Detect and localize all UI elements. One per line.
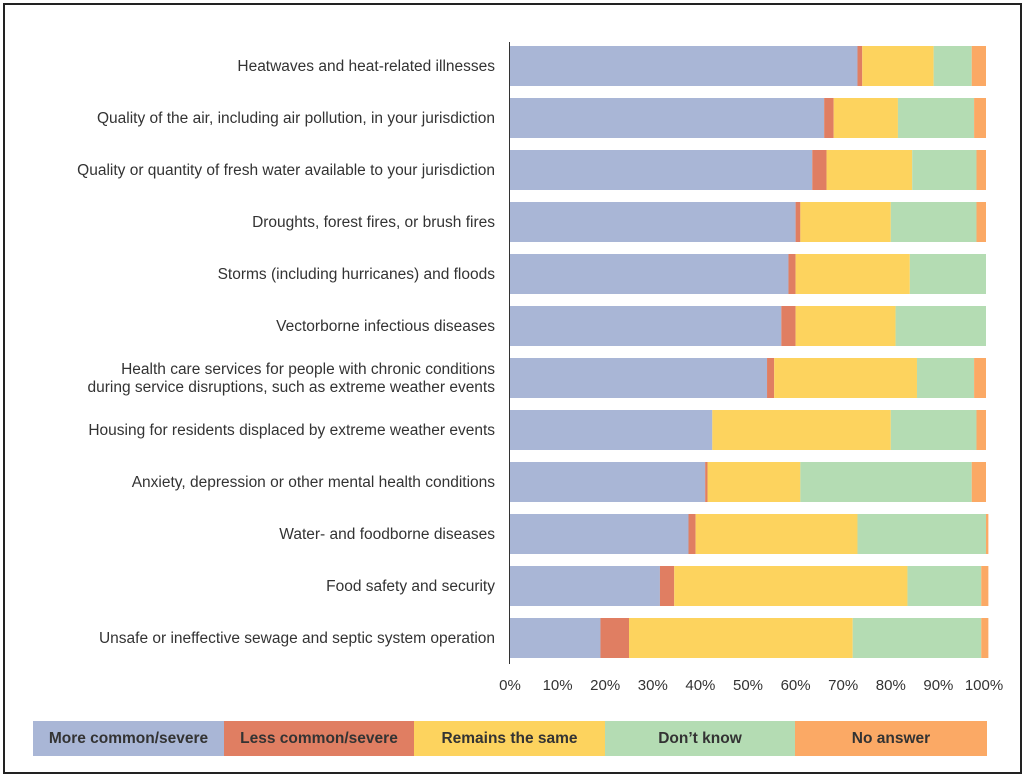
x-tick-label: 90% — [923, 677, 953, 694]
bar-segment-remains-the-same — [826, 150, 913, 190]
bar-segment-don-t-know — [890, 410, 977, 450]
bar-segment-no-answer — [981, 618, 989, 658]
bar-segment-remains-the-same — [629, 618, 853, 658]
x-tick-label: 50% — [733, 677, 763, 694]
bar-segment-don-t-know — [897, 98, 975, 138]
bar-segment-more-common-severe — [510, 358, 768, 398]
bar-segment-don-t-know — [800, 462, 972, 502]
bar-segment-remains-the-same — [707, 462, 801, 502]
bar-segment-remains-the-same — [774, 358, 917, 398]
bar-segment-more-common-severe — [510, 462, 706, 502]
bar-segment-no-answer — [981, 566, 989, 606]
bar-segment-less-common-severe — [600, 618, 629, 658]
bar-segment-less-common-severe — [781, 306, 796, 346]
bar-segment-don-t-know — [912, 150, 977, 190]
bar-segment-less-common-severe — [705, 462, 708, 502]
bar-segment-don-t-know — [895, 306, 986, 346]
bar-segment-don-t-know — [916, 358, 975, 398]
bar-segment-no-answer — [976, 410, 986, 450]
x-tick-labels: 0% 10% 20% 30% 40% 50% 60% 70% 80% 90% 100% — [499, 677, 1003, 694]
bar-segment-no-answer — [976, 202, 986, 242]
bar-segment-less-common-severe — [857, 46, 863, 86]
legend-item-remains-the-same: Remains the same — [414, 721, 605, 756]
x-tick-label: 0% — [499, 677, 521, 694]
bar-segment-remains-the-same — [800, 202, 891, 242]
category-label: Quality or quantity of fresh water avail… — [77, 162, 495, 179]
bar-segment-less-common-severe — [812, 150, 827, 190]
bar-segment-no-answer — [971, 46, 986, 86]
bar-segment-more-common-severe — [510, 46, 858, 86]
bar-segment-remains-the-same — [833, 98, 898, 138]
bar-segment-remains-the-same — [674, 566, 908, 606]
bar-segment-more-common-severe — [510, 254, 789, 294]
category-label: Quality of the air, including air pollut… — [97, 110, 495, 127]
bar-segment-remains-the-same — [862, 46, 934, 86]
bar-segment-don-t-know — [857, 514, 986, 554]
legend-item-don-t-know: Don’t know — [605, 721, 795, 756]
bar-segment-more-common-severe — [510, 514, 689, 554]
x-tick-label: 30% — [638, 677, 668, 694]
category-labels: Heatwaves and heat-related illnesses Qual… — [77, 58, 495, 647]
x-tick-label: 60% — [781, 677, 811, 694]
bar-segment-remains-the-same — [695, 514, 858, 554]
category-label: Storms (including hurricanes) and floods — [218, 266, 496, 283]
legend: More common/severe Less common/severe Rema… — [33, 721, 987, 756]
bar-segment-more-common-severe — [510, 98, 825, 138]
bar-segment-remains-the-same — [795, 254, 910, 294]
x-tick-label: 70% — [828, 677, 858, 694]
bar-segment-remains-the-same — [795, 306, 896, 346]
bars-group — [510, 46, 989, 658]
category-label: Droughts, forest fires, or brush fires — [252, 214, 495, 231]
bar-segment-don-t-know — [907, 566, 982, 606]
bar-segment-less-common-severe — [688, 514, 696, 554]
bar-segment-more-common-severe — [510, 618, 601, 658]
bar-segment-no-answer — [986, 514, 989, 554]
x-tick-label: 20% — [590, 677, 620, 694]
category-label: Food safety and security — [326, 578, 495, 595]
category-label: Unsafe or ineffective sewage and septic … — [99, 630, 495, 647]
category-label: Water- and foodborne diseases — [279, 526, 495, 543]
bar-segment-don-t-know — [933, 46, 972, 86]
x-tick-label: 100% — [965, 677, 1003, 694]
legend-item-less-common-severe: Less common/severe — [224, 721, 414, 756]
bar-segment-don-t-know — [890, 202, 977, 242]
bar-segment-less-common-severe — [824, 98, 834, 138]
legend-item-more-common-severe: More common/severe — [33, 721, 224, 756]
category-label: Health care services for people with chr… — [87, 361, 495, 396]
bar-segment-less-common-severe — [659, 566, 675, 606]
bar-segment-less-common-severe — [795, 202, 801, 242]
bar-segment-no-answer — [971, 462, 986, 502]
category-label: Housing for residents displaced by extre… — [88, 422, 495, 439]
bar-segment-more-common-severe — [510, 202, 796, 242]
category-label: Vectorborne infectious diseases — [276, 318, 495, 335]
bar-segment-more-common-severe — [510, 410, 713, 450]
bar-segment-no-answer — [976, 150, 986, 190]
x-tick-label: 40% — [685, 677, 715, 694]
bar-segment-more-common-severe — [510, 566, 660, 606]
x-tick-label: 80% — [876, 677, 906, 694]
category-label: Anxiety, depression or other mental heal… — [132, 474, 496, 491]
legend-item-no-answer: No answer — [795, 721, 987, 756]
bar-segment-less-common-severe — [767, 358, 775, 398]
bar-segment-more-common-severe — [510, 150, 813, 190]
bar-segment-no-answer — [974, 98, 986, 138]
bar-segment-less-common-severe — [788, 254, 796, 294]
bar-segment-remains-the-same — [712, 410, 891, 450]
category-label: Heatwaves and heat-related illnesses — [237, 58, 495, 75]
bar-segment-no-answer — [974, 358, 986, 398]
bar-segment-more-common-severe — [510, 306, 782, 346]
bar-segment-don-t-know — [852, 618, 982, 658]
x-tick-label: 10% — [543, 677, 573, 694]
bar-segment-don-t-know — [909, 254, 986, 294]
